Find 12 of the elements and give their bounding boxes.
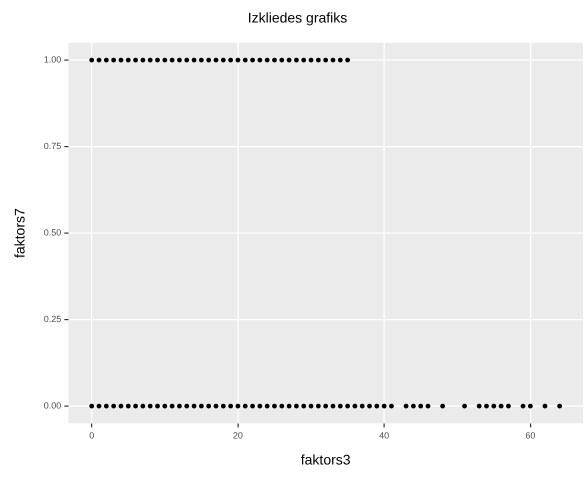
x-tick-label: 60 [525, 430, 536, 440]
x-tick-label: 40 [379, 430, 390, 440]
chart-title: Izkliedes grafiks [248, 9, 348, 26]
y-tick-label: 0.50 [44, 228, 62, 238]
x-tick-label: 20 [232, 430, 243, 440]
y-axis-title: faktors7 [11, 208, 28, 258]
x-tick-label: 0 [89, 430, 94, 440]
x-axis-title: faktors3 [300, 451, 351, 468]
y-tick-label: 0.75 [44, 141, 62, 152]
y-tick-label: 0.00 [44, 400, 62, 411]
y-tick-label: 1.00 [44, 54, 62, 65]
y-tick-label: 0.25 [44, 314, 62, 324]
